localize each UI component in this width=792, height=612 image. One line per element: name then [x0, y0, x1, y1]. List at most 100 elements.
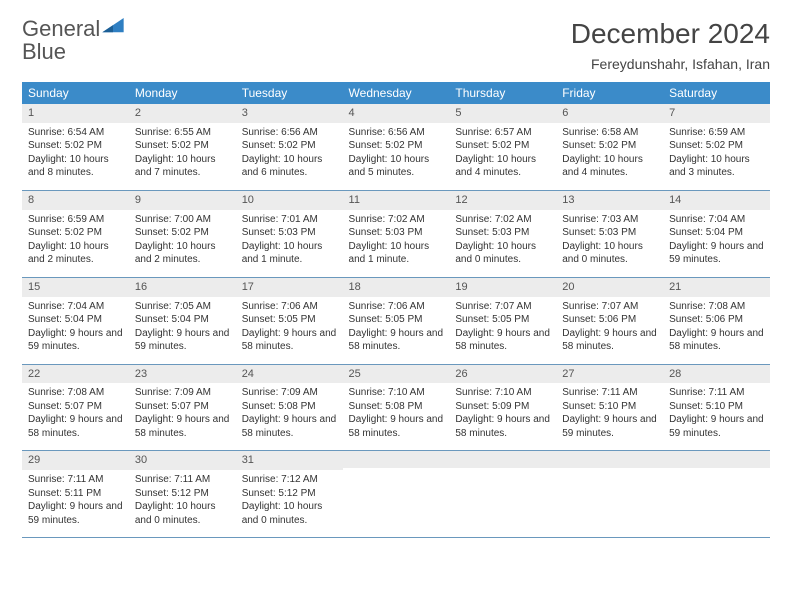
daylight-text: Daylight: 10 hours and 6 minutes.	[242, 153, 337, 180]
calendar-day: 6Sunrise: 6:58 AMSunset: 5:02 PMDaylight…	[556, 104, 663, 190]
sunset-text: Sunset: 5:08 PM	[242, 400, 337, 414]
sunset-text: Sunset: 5:04 PM	[135, 313, 230, 327]
sunrise-text: Sunrise: 6:55 AM	[135, 126, 230, 140]
day-number: 19	[449, 278, 556, 297]
calendar-row: 22 Sunrise: 7:08 AMSunset: 5:07 PM Dayligh…	[22, 364, 770, 451]
daylight-text: Daylight: 10 hours and 5 minutes.	[349, 153, 444, 180]
daylight-text: Daylight: 9 hours and 59 minutes.	[28, 327, 123, 354]
sunset-text: Sunset: 5:03 PM	[455, 226, 550, 240]
sunset-text: Sunset: 5:07 PM	[28, 400, 123, 414]
daylight-text: Daylight: 9 hours and 58 minutes.	[455, 327, 550, 354]
day-body: Sunrise: 7:09 AMSunset: 5:07 PMDaylight:…	[129, 383, 236, 450]
day-number: 11	[343, 191, 450, 210]
calendar-day: 20Sunrise: 7:07 AMSunset: 5:06 PMDayligh…	[556, 277, 663, 364]
calendar-day: 24Sunrise: 7:09 AMSunset: 5:08 PMDayligh…	[236, 364, 343, 451]
weekday-header: Sunday	[22, 82, 129, 104]
sunset-text: Sunset: 5:08 PM	[349, 400, 444, 414]
calendar-day: 21Sunrise: 7:08 AMSunset: 5:06 PMDayligh…	[663, 277, 770, 364]
day-number: 1	[22, 104, 129, 123]
day-number: 22	[22, 365, 129, 384]
daylight-text: Daylight: 10 hours and 7 minutes.	[135, 153, 230, 180]
day-number: 15	[22, 278, 129, 297]
calendar-row: 1Sunrise: 6:54 AMSunset: 5:02 PMDaylight…	[22, 104, 770, 190]
calendar-day: 29Sunrise: 7:11 AMSunset: 5:11 PMDayligh…	[22, 451, 129, 538]
day-number: 26	[449, 365, 556, 384]
calendar-day: 23Sunrise: 7:09 AMSunset: 5:07 PMDayligh…	[129, 364, 236, 451]
day-number: 27	[556, 365, 663, 384]
calendar-day: 2Sunrise: 6:55 AMSunset: 5:02 PMDaylight…	[129, 104, 236, 190]
daylight-text: Daylight: 9 hours and 58 minutes.	[455, 413, 550, 440]
day-body: Sunrise: 7:04 AMSunset: 5:04 PMDaylight:…	[22, 297, 129, 364]
calendar-day: 22Sunrise: 7:08 AMSunset: 5:07 PMDayligh…	[22, 364, 129, 451]
sunset-text: Sunset: 5:05 PM	[455, 313, 550, 327]
sunset-text: Sunset: 5:02 PM	[349, 139, 444, 153]
day-number: 25	[343, 365, 450, 384]
daylight-text: Daylight: 10 hours and 1 minute.	[242, 240, 337, 267]
daylight-text: Daylight: 9 hours and 58 minutes.	[349, 327, 444, 354]
sunset-text: Sunset: 5:03 PM	[562, 226, 657, 240]
calendar-day: 3Sunrise: 6:56 AMSunset: 5:02 PMDaylight…	[236, 104, 343, 190]
sunset-text: Sunset: 5:02 PM	[28, 226, 123, 240]
calendar-row: 15Sunrise: 7:04 AMSunset: 5:04 PMDayligh…	[22, 277, 770, 364]
location: Fereydunshahr, Isfahan, Iran	[571, 56, 770, 72]
calendar-day: 5Sunrise: 6:57 AMSunset: 5:02 PMDaylight…	[449, 104, 556, 190]
calendar-body: 1Sunrise: 6:54 AMSunset: 5:02 PMDaylight…	[22, 104, 770, 538]
calendar-day: 4Sunrise: 6:56 AMSunset: 5:02 PMDaylight…	[343, 104, 450, 190]
sunrise-text: Sunrise: 7:08 AM	[669, 300, 764, 314]
day-number: 6	[556, 104, 663, 123]
day-body: Sunrise: 6:56 AMSunset: 5:02 PMDaylight:…	[343, 123, 450, 190]
calendar-day: 13Sunrise: 7:03 AMSunset: 5:03 PMDayligh…	[556, 190, 663, 277]
weekday-header: Tuesday	[236, 82, 343, 104]
day-number: 3	[236, 104, 343, 123]
title-block: December 2024 Fereydunshahr, Isfahan, Ir…	[571, 18, 770, 72]
day-body: Sunrise: 7:04 AMSunset: 5:04 PMDaylight:…	[663, 210, 770, 277]
sunrise-text: Sunrise: 7:06 AM	[242, 300, 337, 314]
day-number: 18	[343, 278, 450, 297]
sunrise-text: Sunrise: 7:02 AM	[349, 213, 444, 227]
daylight-text: Daylight: 9 hours and 58 minutes.	[349, 413, 444, 440]
sunset-text: Sunset: 5:06 PM	[669, 313, 764, 327]
calendar-day: 7Sunrise: 6:59 AMSunset: 5:02 PMDaylight…	[663, 104, 770, 190]
sunrise-text: Sunrise: 6:59 AM	[669, 126, 764, 140]
daylight-text: Daylight: 9 hours and 59 minutes.	[135, 327, 230, 354]
month-title: December 2024	[571, 18, 770, 50]
sunrise-text: Sunrise: 7:12 AM	[242, 473, 337, 487]
day-body: Sunrise: 7:11 AMSunset: 5:10 PMDaylight:…	[556, 383, 663, 450]
sunrise-text: Sunrise: 7:11 AM	[562, 386, 657, 400]
sunset-text: Sunset: 5:05 PM	[349, 313, 444, 327]
day-body: Sunrise: 7:07 AMSunset: 5:05 PMDaylight:…	[449, 297, 556, 364]
calendar-day-empty	[449, 451, 556, 538]
day-body: Sunrise: 6:56 AMSunset: 5:02 PMDaylight:…	[236, 123, 343, 190]
day-body: Sunrise: 7:11 AMSunset: 5:10 PMDaylight:…	[663, 383, 770, 450]
day-body: Sunrise: 7:12 AMSunset: 5:12 PMDaylight:…	[236, 470, 343, 537]
day-body: Sunrise: 7:11 AMSunset: 5:11 PMDaylight:…	[22, 470, 129, 537]
day-number: 14	[663, 191, 770, 210]
weekday-header: Thursday	[449, 82, 556, 104]
sunset-text: Sunset: 5:09 PM	[455, 400, 550, 414]
sunset-text: Sunset: 5:03 PM	[349, 226, 444, 240]
sunset-text: Sunset: 5:02 PM	[562, 139, 657, 153]
day-number: 4	[343, 104, 450, 123]
day-body: Sunrise: 7:10 AMSunset: 5:08 PMDaylight:…	[343, 383, 450, 450]
sunrise-text: Sunrise: 6:59 AM	[28, 213, 123, 227]
sunrise-text: Sunrise: 7:03 AM	[562, 213, 657, 227]
sunrise-text: Sunrise: 7:08 AM	[28, 386, 123, 400]
sunrise-text: Sunrise: 7:04 AM	[28, 300, 123, 314]
day-body: Sunrise: 6:57 AMSunset: 5:02 PMDaylight:…	[449, 123, 556, 190]
weekday-header: Wednesday	[343, 82, 450, 104]
daylight-text: Daylight: 9 hours and 58 minutes.	[562, 327, 657, 354]
calendar-day: 25Sunrise: 7:10 AMSunset: 5:08 PMDayligh…	[343, 364, 450, 451]
sunrise-text: Sunrise: 7:07 AM	[455, 300, 550, 314]
sunrise-text: Sunrise: 7:11 AM	[28, 473, 123, 487]
day-body: Sunrise: 6:55 AMSunset: 5:02 PMDaylight:…	[129, 123, 236, 190]
calendar-day: 27Sunrise: 7:11 AMSunset: 5:10 PMDayligh…	[556, 364, 663, 451]
calendar-day: 1Sunrise: 6:54 AMSunset: 5:02 PMDaylight…	[22, 104, 129, 190]
calendar-day: 30Sunrise: 7:11 AMSunset: 5:12 PMDayligh…	[129, 451, 236, 538]
sunset-text: Sunset: 5:12 PM	[135, 487, 230, 501]
sunset-text: Sunset: 5:02 PM	[242, 139, 337, 153]
daylight-text: Daylight: 10 hours and 4 minutes.	[562, 153, 657, 180]
sunrise-text: Sunrise: 7:01 AM	[242, 213, 337, 227]
day-body: Sunrise: 7:06 AMSunset: 5:05 PMDaylight:…	[343, 297, 450, 364]
daylight-text: Daylight: 9 hours and 59 minutes.	[28, 500, 123, 527]
daylight-text: Daylight: 9 hours and 59 minutes.	[669, 413, 764, 440]
